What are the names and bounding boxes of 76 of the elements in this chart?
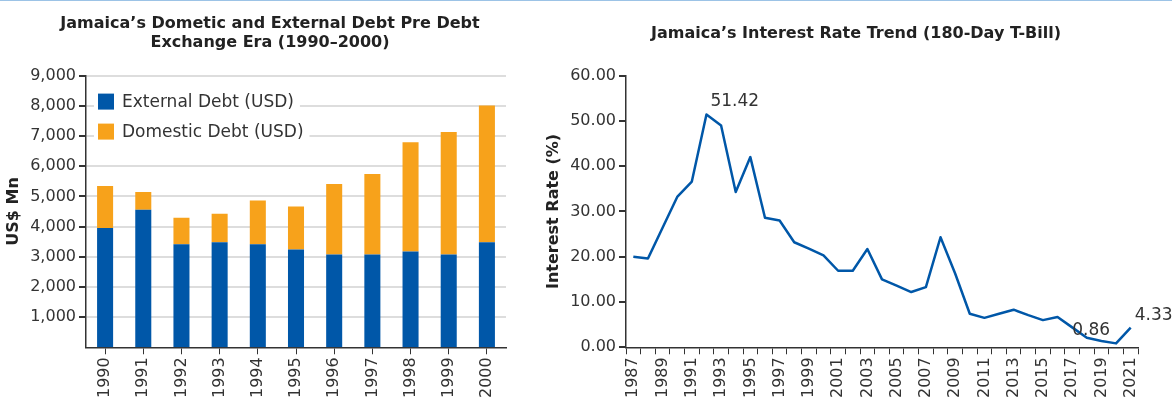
x-tick-label: 1999	[798, 357, 818, 398]
y-tick-label: 4,000	[30, 215, 76, 235]
x-tick-label: 1990	[94, 357, 114, 398]
y-tick-label: 10.00	[570, 291, 616, 311]
y-tick-label: 2,000	[30, 276, 76, 296]
y-tick-label: 1,000	[30, 306, 76, 326]
x-tick-label: 2005	[885, 357, 905, 398]
bar	[211, 213, 228, 243]
x-tick-label: 2009	[944, 357, 964, 398]
x-tick-label: 1991	[680, 357, 700, 398]
y-tick-label: 20.00	[570, 245, 616, 265]
bar	[478, 105, 495, 243]
x-tick-label: 2001	[827, 357, 847, 398]
bar	[402, 142, 419, 252]
bar	[326, 254, 343, 348]
bar	[173, 217, 190, 245]
bar	[249, 244, 266, 348]
x-tick-label: 1996	[323, 357, 343, 398]
bar	[97, 228, 114, 348]
y-tick-label: 5,000	[30, 185, 76, 205]
bar	[249, 200, 266, 245]
y-tick-label: 9,000	[30, 64, 76, 84]
y-tick-label: 0.00	[580, 336, 616, 356]
x-tick-label: 1997	[768, 357, 788, 398]
bar	[173, 244, 190, 348]
x-tick-label: 2003	[856, 357, 876, 398]
y-tick-label: 7,000	[30, 125, 76, 145]
x-tick-label: 2011	[973, 357, 993, 398]
x-tick-label: 1992	[170, 357, 190, 398]
bar	[97, 186, 114, 229]
bar	[287, 206, 305, 250]
x-tick-label: 1999	[437, 357, 457, 398]
bar	[440, 254, 457, 348]
data-label: 4.33	[1134, 303, 1172, 324]
bar	[364, 254, 381, 348]
data-label: 51.42	[710, 90, 760, 111]
bar	[364, 174, 381, 255]
y-tick-label: 60.00	[570, 64, 616, 84]
bar	[478, 242, 495, 348]
y-tick-label: 3,000	[30, 245, 76, 265]
y-tick-label: 30.00	[570, 200, 616, 220]
y-tick-label: 6,000	[30, 155, 76, 175]
x-tick-label: 1998	[399, 357, 419, 398]
y-tick-label: 40.00	[570, 155, 616, 175]
bar	[135, 209, 152, 348]
x-tick-label: 1993	[208, 357, 228, 398]
y-tick-label: 8,000	[30, 94, 76, 114]
x-tick-label: 1994	[246, 357, 266, 398]
x-tick-label: 1995	[285, 357, 305, 398]
bar	[211, 242, 228, 348]
bar	[402, 251, 419, 348]
chart-title: Jamaica’s Interest Rate Trend (180-Day T-Bill)	[649, 21, 1063, 44]
x-tick-label: 2015	[1032, 357, 1052, 398]
legend-label: External Debt (USD)	[122, 91, 294, 112]
x-tick-label: 2019	[1090, 357, 1110, 398]
x-tick-label: 2021	[1119, 357, 1139, 398]
x-tick-label: 2007	[915, 357, 935, 398]
data-label: 0.86	[1072, 319, 1111, 340]
bar	[440, 132, 457, 255]
y-tick-label: 50.00	[570, 110, 616, 130]
x-tick-label: 1989	[651, 357, 671, 398]
x-tick-label: 2017	[1061, 357, 1081, 398]
chart-title: Jamaica’s Dometic and External Debt Pre Debt Exchange Era (1990–2000)	[58, 12, 481, 53]
x-tick-label: 2000	[476, 357, 496, 398]
bar	[287, 249, 305, 348]
y-axis-title: Interest Rate (%)	[542, 133, 562, 290]
x-tick-label: 1993	[710, 357, 730, 398]
bar	[326, 183, 343, 255]
x-tick-label: 1995	[739, 357, 759, 398]
legend-label: Domestic Debt (USD)	[122, 121, 304, 142]
y-axis-title: US$ Mn	[2, 177, 22, 246]
x-tick-label: 1997	[361, 357, 381, 398]
x-tick-label: 1991	[132, 357, 152, 398]
x-tick-label: 2013	[1002, 357, 1022, 398]
x-tick-label: 1987	[622, 357, 642, 398]
bar	[135, 192, 152, 210]
